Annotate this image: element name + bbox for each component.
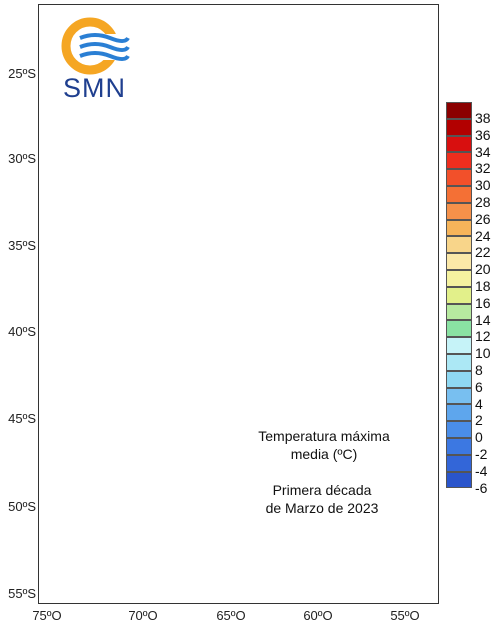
- legend-swatch: [446, 437, 472, 455]
- legend-label: -6: [475, 479, 488, 496]
- legend-label: 18: [475, 278, 491, 294]
- legend-swatch: [446, 404, 472, 422]
- y-tick: 25ºS: [8, 66, 36, 81]
- smn-logo: [61, 17, 130, 75]
- legend-label: -4: [475, 462, 488, 479]
- color-legend: [446, 102, 472, 489]
- legend-swatch: [446, 102, 472, 119]
- legend-swatch: [446, 236, 472, 254]
- legend-label: 4: [475, 395, 483, 412]
- y-tick: 55ºS: [8, 586, 36, 601]
- legend-swatch: [446, 421, 472, 438]
- legend-label: 2: [475, 412, 483, 429]
- legend-label: 16: [475, 294, 491, 311]
- x-tick: 75ºO: [32, 608, 62, 623]
- legend-label: 8: [475, 362, 483, 378]
- legend-swatch: [446, 337, 472, 354]
- legend-label: 28: [475, 194, 491, 210]
- x-tick: 70ºO: [128, 608, 158, 623]
- legend-swatch: [446, 118, 472, 136]
- y-tick: 40ºS: [8, 324, 36, 339]
- legend-swatch: [446, 253, 472, 270]
- legend-label: 0: [475, 429, 483, 446]
- legend-label: 38: [475, 110, 491, 126]
- legend-swatch: [446, 202, 472, 220]
- legend-swatch: [446, 471, 472, 489]
- legend-swatch: [446, 320, 472, 338]
- legend-label: 34: [475, 143, 491, 160]
- legend-label: 36: [475, 126, 491, 143]
- period-line1: Primera década: [272, 482, 372, 498]
- legend-label: 14: [475, 311, 491, 328]
- legend-label: 10: [475, 345, 491, 362]
- legend-label: 30: [475, 177, 491, 194]
- legend-swatch: [446, 387, 472, 405]
- legend-label: 24: [475, 227, 491, 244]
- x-tick: 60ºO: [303, 608, 333, 623]
- y-tick: 45ºS: [8, 411, 36, 426]
- legend-label: 32: [475, 160, 491, 177]
- legend-swatch: [446, 370, 472, 388]
- x-tick: 65ºO: [216, 608, 246, 623]
- y-tick: 30ºS: [8, 151, 36, 166]
- legend-swatch: [446, 303, 472, 321]
- legend-label: 12: [475, 328, 491, 345]
- legend-swatch: [446, 286, 472, 304]
- legend-swatch: [446, 169, 472, 186]
- map-title-line1: Temperatura máxima: [258, 428, 390, 444]
- period-line2: de Marzo de 2023: [265, 500, 379, 516]
- y-tick: 35ºS: [8, 238, 36, 253]
- legend-label: 6: [475, 378, 483, 395]
- legend-swatch: [446, 269, 472, 287]
- legend-swatch: [446, 219, 472, 237]
- map-title-line2: media (ºC): [290, 446, 358, 462]
- legend-swatch: [446, 185, 472, 203]
- legend-label: 20: [475, 261, 491, 278]
- y-tick: 50ºS: [8, 499, 36, 514]
- legend-label: -2: [475, 446, 488, 462]
- map-frame: [38, 4, 439, 604]
- legend-label: 22: [475, 244, 491, 261]
- x-tick: 55ºO: [390, 608, 420, 623]
- legend-swatch: [446, 353, 472, 371]
- legend-swatch: [446, 454, 472, 472]
- logo-text: SMN: [63, 73, 126, 103]
- legend-swatch: [446, 135, 472, 153]
- legend-label: 26: [475, 210, 491, 227]
- legend-swatch: [446, 152, 472, 170]
